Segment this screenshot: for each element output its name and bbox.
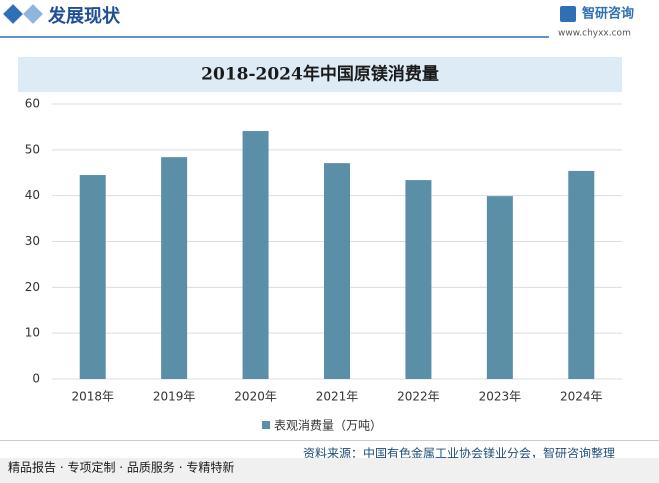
x-tick-label: 2021年 xyxy=(316,390,359,404)
y-tick-label: 60 xyxy=(25,97,40,111)
footer-slogan: 精品报告 · 专项定制 · 品质服务 · 专精特新 xyxy=(8,460,234,475)
legend-label: 表观消费量（万吨） xyxy=(274,419,382,433)
chart-title: 2018-2024年中国原镁消费量 xyxy=(201,64,439,85)
y-tick-label: 10 xyxy=(25,326,40,340)
logo-icon xyxy=(560,6,576,22)
bar xyxy=(568,170,595,379)
y-tick-label: 50 xyxy=(25,142,40,156)
x-tick-label: 2018年 xyxy=(71,390,114,404)
y-tick-label: 0 xyxy=(32,372,40,386)
bar xyxy=(79,175,106,379)
bar xyxy=(324,163,350,379)
title-band xyxy=(18,57,622,92)
x-tick-label: 2023年 xyxy=(479,390,522,404)
bar xyxy=(242,131,269,379)
footer-band xyxy=(0,458,659,483)
x-tick-label: 2019年 xyxy=(153,390,196,404)
header-icon xyxy=(3,4,23,24)
bar xyxy=(405,180,432,379)
x-tick-label: 2020年 xyxy=(234,390,277,404)
x-tick-label: 2024年 xyxy=(560,390,603,404)
x-tick-label: 2022年 xyxy=(397,390,440,404)
header-title: 发展现状 xyxy=(47,5,121,27)
bar xyxy=(486,196,513,379)
source-note: 资料来源：中国有色金属工业协会镁业分会，智研咨询整理 xyxy=(303,446,615,461)
legend-swatch xyxy=(262,421,270,429)
plot: 0 10 20 30 40 50 60 2018年 2019年 2020年 2021年 2022年 20… xyxy=(25,97,622,433)
y-tick-label: 30 xyxy=(25,234,40,248)
y-tick-label: 20 xyxy=(25,280,40,294)
bar xyxy=(161,157,188,379)
y-tick-label: 40 xyxy=(25,188,40,202)
footer-rule xyxy=(0,440,659,441)
logo-url: www.chyxx.com xyxy=(558,29,631,39)
logo-text: 智研咨询 xyxy=(582,6,634,22)
